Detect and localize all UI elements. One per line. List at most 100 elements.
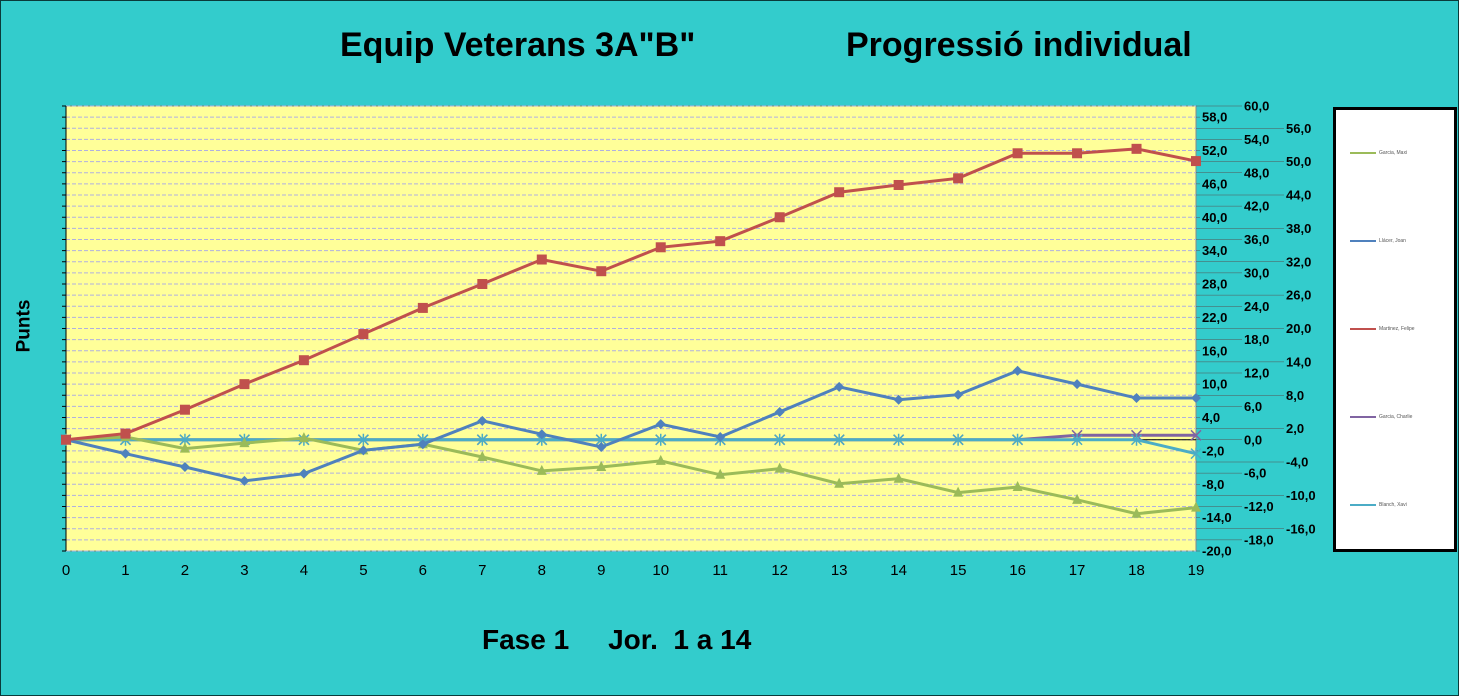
y-tick-label: 16,0: [1202, 343, 1227, 358]
marker-diamond: [298, 468, 309, 479]
legend-item: Martinez, Felipe: [1350, 326, 1415, 332]
y-tick-label: 8,0: [1286, 388, 1304, 403]
legend-swatch: [1350, 504, 1376, 506]
y-tick-label: 2,0: [1286, 421, 1304, 436]
legend-item: Garcia, Charlie: [1350, 414, 1412, 420]
marker-diamond: [239, 475, 250, 486]
chart-footer: Fase 1 Jor. 1 a 14: [482, 624, 752, 655]
marker-square: [298, 355, 309, 366]
marker-square: [953, 173, 964, 184]
legend-item: Blanch, Xavi: [1350, 502, 1407, 508]
y-tick-label: 10,0: [1202, 377, 1227, 392]
marker-square: [774, 212, 785, 223]
y-tick-label: 56,0: [1286, 121, 1311, 136]
x-tick-label: 1: [121, 562, 129, 579]
y-tick-label: 34,0: [1202, 243, 1227, 258]
marker-square: [1072, 148, 1083, 159]
y-tick-label: 46,0: [1202, 176, 1227, 191]
legend-swatch: [1350, 328, 1376, 330]
marker-star: [1130, 433, 1143, 446]
legend-label: Blanch, Xavi: [1379, 502, 1407, 508]
x-tick-label: 5: [359, 562, 367, 579]
y-tick-label: 36,0: [1244, 232, 1269, 247]
x-tick-label: 4: [300, 562, 308, 579]
legend-label: Martinez, Felipe: [1379, 326, 1415, 332]
marker-square: [715, 236, 726, 247]
y-tick-label: 28,0: [1202, 277, 1227, 292]
y-tick-label: 48,0: [1244, 165, 1269, 180]
y-tick-label: -8,0: [1202, 477, 1224, 492]
x-tick-label: 11: [712, 562, 728, 579]
marker-star: [1071, 433, 1083, 446]
marker-diamond: [417, 439, 428, 450]
x-tick-label: 3: [240, 562, 248, 579]
marker-triangle: [1072, 493, 1083, 504]
marker-triangle: [477, 450, 488, 461]
marker-star: [1190, 447, 1202, 460]
chart-subtitle: Progressió individual: [846, 26, 1192, 64]
marker-triangle: [536, 464, 547, 475]
marker-square: [596, 266, 607, 277]
y-tick-label: 58,0: [1202, 110, 1227, 125]
legend-item: Llácer, Joan: [1350, 238, 1406, 244]
marker-star: [833, 433, 845, 446]
y-tick-label: 54,0: [1244, 132, 1269, 147]
marker-diamond: [893, 394, 904, 405]
marker-square: [358, 329, 369, 340]
marker-diamond: [655, 419, 666, 430]
x-tick-label: 12: [771, 562, 788, 579]
y-tick-label: 4,0: [1202, 410, 1220, 425]
marker-diamond: [953, 389, 964, 400]
marker-square: [1131, 143, 1142, 154]
marker-diamond: [834, 381, 845, 392]
marker-square: [1012, 148, 1023, 159]
marker-x: [1190, 429, 1202, 441]
x-tick-label: 16: [1009, 562, 1026, 579]
marker-diamond: [179, 462, 190, 473]
marker-triangle: [239, 437, 250, 448]
legend-label: Llácer, Joan: [1379, 238, 1406, 244]
legend-swatch: [1350, 240, 1376, 242]
marker-square: [61, 434, 71, 445]
marker-diamond: [120, 448, 131, 459]
marker-triangle: [715, 468, 726, 479]
marker-square: [239, 379, 250, 390]
marker-triangle: [834, 477, 845, 488]
series-line: [66, 438, 1197, 456]
series-line: [65, 147, 1197, 442]
marker-square: [893, 179, 904, 190]
y-tick-label: 20,0: [1286, 321, 1311, 336]
marker-triangle: [298, 432, 309, 443]
marker-diamond: [477, 415, 488, 426]
marker-square: [120, 428, 131, 439]
x-tick-label: 0: [62, 562, 70, 579]
y-tick-label: 52,0: [1202, 143, 1227, 158]
x-tick-label: 18: [1128, 562, 1145, 579]
marker-triangle: [1191, 501, 1201, 512]
series-line: [65, 369, 1196, 483]
marker-star: [952, 433, 964, 446]
marker-diamond: [536, 429, 547, 440]
marker-diamond: [774, 406, 785, 417]
marker-star: [655, 433, 667, 446]
y-tick-label: 24,0: [1244, 299, 1269, 314]
marker-triangle: [893, 472, 904, 483]
x-tick-label: 13: [831, 562, 848, 579]
y-tick-label: 14,0: [1286, 354, 1311, 369]
y-tick-label: -4,0: [1286, 455, 1308, 470]
legend-swatch: [1350, 152, 1376, 154]
y-tick-label: -12,0: [1244, 499, 1274, 514]
y-tick-label: 60,0: [1244, 99, 1269, 114]
marker-diamond: [1072, 379, 1083, 390]
x-tick-label: 15: [950, 562, 967, 579]
marker-square: [179, 404, 190, 415]
x-tick-label: 10: [652, 562, 669, 579]
marker-diamond: [715, 431, 726, 442]
y-tick-label: -20,0: [1202, 544, 1232, 559]
y-tick-label: 30,0: [1244, 265, 1269, 280]
marker-diamond: [596, 441, 607, 452]
marker-triangle: [655, 454, 666, 465]
y-tick-label: 0,0: [1244, 432, 1262, 447]
y-tick-label: 40,0: [1202, 210, 1227, 225]
